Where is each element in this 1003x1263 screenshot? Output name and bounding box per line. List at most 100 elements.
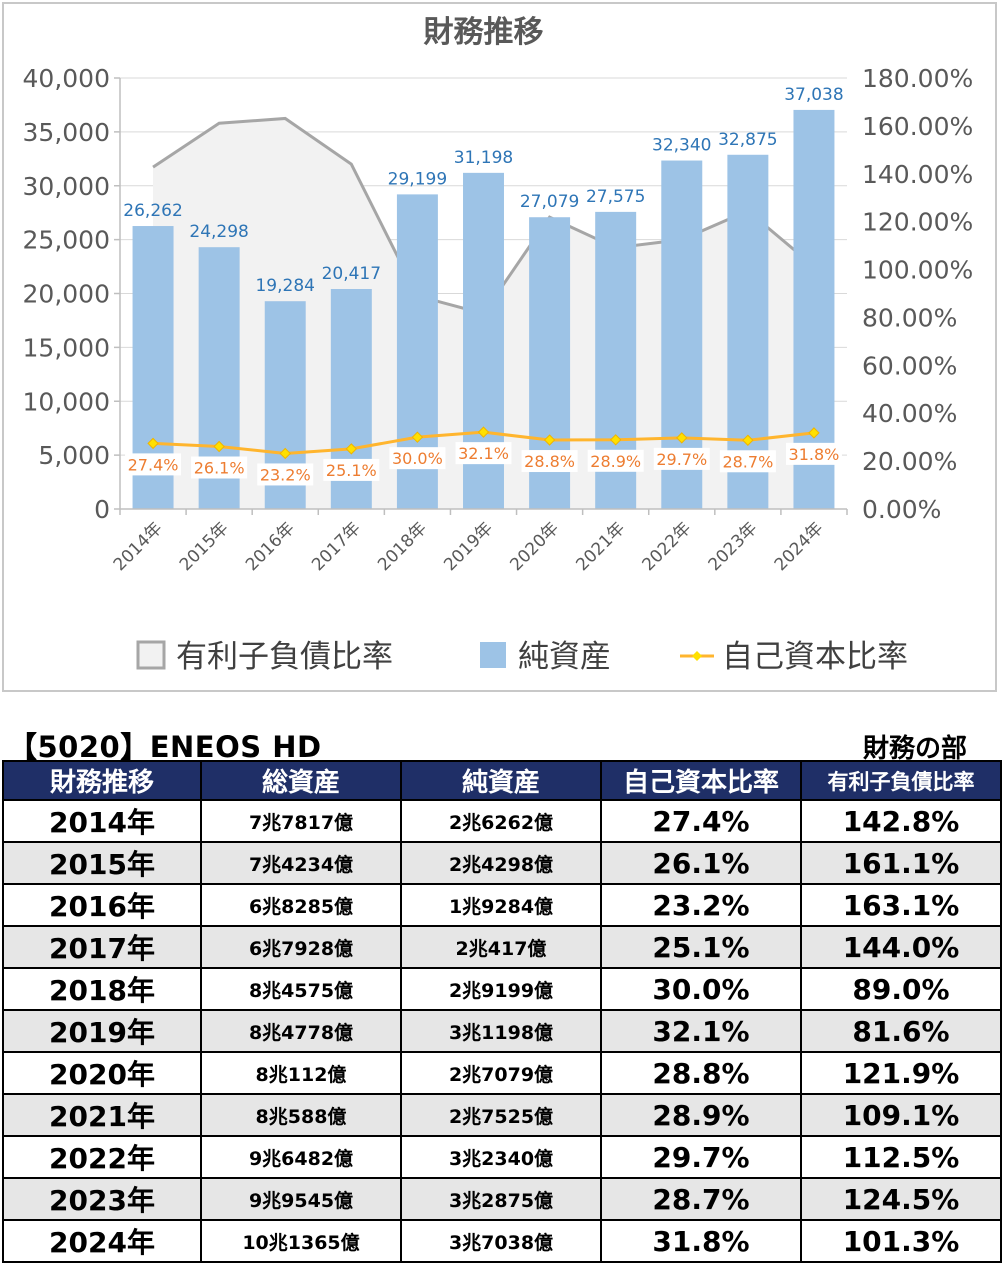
cell-debt-ratio: 101.3% <box>800 1219 1002 1263</box>
legend-net-assets-swatch <box>480 642 506 668</box>
cell-debt-ratio: 121.9% <box>800 1051 1002 1095</box>
equity-ratio-point <box>345 443 358 455</box>
cell-equity-ratio: 28.9% <box>600 1093 802 1137</box>
financial-table: 財務推移 総資産 純資産 自己資本比率 有利子負債比率 2014年 7兆7817億… <box>2 760 1002 1263</box>
cell-debt-ratio: 89.0% <box>800 967 1002 1011</box>
equity-ratio-point <box>411 431 424 443</box>
cell-year: 2021年 <box>2 1093 202 1137</box>
table-row: 2019年 8兆4778億 3兆1198億 32.1% 81.6% <box>2 1009 1002 1053</box>
bar-value-label: 31,198 <box>454 148 513 168</box>
x-axis-tick-label: 2021年 <box>572 518 629 575</box>
equity-value-label: 27.4% <box>128 455 179 474</box>
cell-debt-ratio: 144.0% <box>800 925 1002 969</box>
table-row: 2018年 8兆4575億 2兆9199億 30.0% 89.0% <box>2 967 1002 1011</box>
cell-total-assets: 9兆6482億 <box>200 1135 402 1179</box>
cell-net-assets: 2兆6262億 <box>400 799 602 843</box>
cell-equity-ratio: 25.1% <box>600 925 802 969</box>
equity-ratio-point <box>147 437 159 450</box>
equity-label-bg <box>323 458 380 481</box>
equity-label-bg <box>521 450 578 473</box>
left-axis-tick-label: 40,000 <box>23 64 110 93</box>
cell-net-assets: 2兆417億 <box>400 925 602 969</box>
x-axis-tick-label: 2017年 <box>308 518 365 575</box>
net-assets-bar <box>793 109 835 509</box>
table-header-row: 財務推移 総資産 純資産 自己資本比率 有利子負債比率 <box>2 760 1002 801</box>
header-net-assets: 純資産 <box>400 760 602 801</box>
x-axis-tick-label: 2019年 <box>440 518 497 575</box>
cell-total-assets: 7兆7817億 <box>200 799 402 843</box>
x-axis-tick-label: 2016年 <box>242 518 299 575</box>
x-axis-tick-label: 2018年 <box>374 518 431 575</box>
cell-year: 2016年 <box>2 883 202 927</box>
equity-value-label: 32.1% <box>458 444 509 463</box>
cell-year: 2014年 <box>2 799 202 843</box>
equity-label-bg <box>125 453 182 476</box>
cell-total-assets: 6兆8285億 <box>200 883 402 927</box>
equity-ratio-point <box>676 432 688 444</box>
left-axis-tick-label: 35,000 <box>23 118 110 147</box>
cell-debt-ratio: 142.8% <box>800 799 1002 843</box>
table-row: 2016年 6兆8285億 1兆9284億 23.2% 163.1% <box>2 883 1002 927</box>
cell-year: 2015年 <box>2 841 202 885</box>
left-axis-tick-label: 5,000 <box>38 441 110 470</box>
x-axis-tick-label: 2015年 <box>176 518 233 575</box>
equity-value-label: 23.2% <box>260 465 311 484</box>
x-axis-tick-label: 2024年 <box>771 518 828 575</box>
table-row: 2023年 9兆9545億 3兆2875億 28.7% 124.5% <box>2 1177 1002 1221</box>
bar-value-label: 32,340 <box>652 136 711 156</box>
cell-year: 2017年 <box>2 925 202 969</box>
cell-equity-ratio: 28.7% <box>600 1177 802 1221</box>
equity-label-bg <box>389 447 446 470</box>
left-axis-tick-label: 30,000 <box>23 172 110 201</box>
company-title: 【5020】ENEOS HD <box>8 730 322 764</box>
bar-value-label: 32,875 <box>718 130 777 150</box>
bar-value-label: 24,298 <box>189 222 248 242</box>
section-label: 財務の部 <box>862 734 967 764</box>
bar-value-label: 29,199 <box>388 169 447 189</box>
cell-equity-ratio: 30.0% <box>600 967 802 1011</box>
left-axis-tick-label: 25,000 <box>23 226 110 255</box>
equity-label-bg <box>257 463 314 486</box>
cell-debt-ratio: 124.5% <box>800 1177 1002 1221</box>
cell-year: 2018年 <box>2 967 202 1011</box>
bar-value-label: 20,417 <box>322 264 381 284</box>
equity-value-label: 30.0% <box>392 449 443 468</box>
legend-equity-ratio-marker <box>692 651 702 661</box>
cell-year: 2023年 <box>2 1177 202 1221</box>
cell-net-assets: 2兆9199億 <box>400 967 602 1011</box>
header-total-assets: 総資産 <box>200 760 402 801</box>
cell-net-assets: 2兆4298億 <box>400 841 602 885</box>
equity-label-bg <box>719 450 776 473</box>
right-axis-tick-label: 20.00% <box>862 447 957 476</box>
header-year: 財務推移 <box>2 760 202 801</box>
equity-label-bg <box>191 456 248 479</box>
table-row: 2021年 8兆588億 2兆7525億 28.9% 109.1% <box>2 1093 1002 1137</box>
bar-value-label: 27,079 <box>520 192 579 212</box>
cell-equity-ratio: 32.1% <box>600 1009 802 1053</box>
cell-net-assets: 2兆7525億 <box>400 1093 602 1137</box>
equity-value-label: 31.8% <box>789 445 840 464</box>
equity-value-label: 25.1% <box>326 461 377 480</box>
cell-equity-ratio: 23.2% <box>600 883 802 927</box>
x-axis-tick-label: 2023年 <box>705 518 762 575</box>
table-row: 2015年 7兆4234億 2兆4298億 26.1% 161.1% <box>2 841 1002 885</box>
table-row: 2024年 10兆1365億 3兆7038億 31.8% 101.3% <box>2 1219 1002 1263</box>
equity-ratio-point <box>279 447 291 460</box>
right-axis-tick-label: 180.00% <box>862 64 973 93</box>
cell-equity-ratio: 29.7% <box>600 1135 802 1179</box>
equity-label-bg <box>653 447 710 470</box>
equity-value-label: 26.1% <box>194 459 245 478</box>
cell-debt-ratio: 161.1% <box>800 841 1002 885</box>
cell-equity-ratio: 27.4% <box>600 799 802 843</box>
equity-value-label: 28.8% <box>524 452 575 471</box>
equity-value-label: 29.7% <box>656 450 707 469</box>
left-axis-tick-label: 10,000 <box>23 387 110 416</box>
bar-value-label: 19,284 <box>255 276 314 296</box>
equity-label-bg <box>785 442 842 465</box>
cell-equity-ratio: 28.8% <box>600 1051 802 1095</box>
cell-total-assets: 8兆4778億 <box>200 1009 402 1053</box>
right-axis-tick-label: 140.00% <box>862 160 973 189</box>
header-debt-ratio: 有利子負債比率 <box>800 760 1002 801</box>
left-axis-tick-label: 20,000 <box>23 280 110 309</box>
right-axis-tick-label: 60.00% <box>862 351 957 380</box>
